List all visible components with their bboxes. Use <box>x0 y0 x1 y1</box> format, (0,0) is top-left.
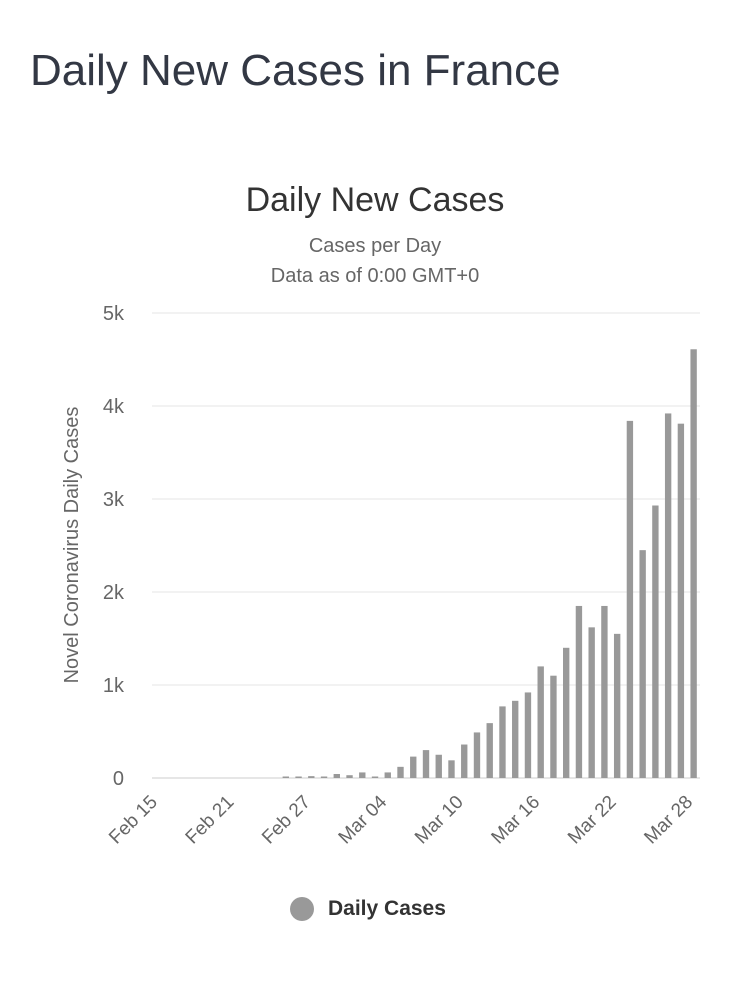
page-title: Daily New Cases in France <box>30 46 561 95</box>
x-tick-label: Mar 10 <box>411 792 468 849</box>
bar-mar-18[interactable] <box>563 647 570 778</box>
y-tick-label: 5k <box>103 303 125 325</box>
bar-mar-25[interactable] <box>652 505 659 778</box>
x-tick-label: Mar 28 <box>640 792 697 849</box>
bar-mar-20[interactable] <box>588 627 595 778</box>
y-tick-label: 4k <box>103 396 125 418</box>
bar-feb-27[interactable] <box>308 776 315 778</box>
bar-mar-26[interactable] <box>664 413 672 778</box>
bar-mar-27[interactable] <box>677 423 685 778</box>
chart-subtitle-line-1: Cases per Day <box>309 235 441 257</box>
bar-mar-12[interactable] <box>486 723 493 778</box>
y-axis-title: Novel Coronavirus Daily Cases <box>61 407 83 684</box>
bar-mar-17[interactable] <box>550 675 557 778</box>
x-tick-label: Mar 22 <box>564 792 621 849</box>
x-tick-label: Feb 27 <box>258 792 315 849</box>
bar-mar-10[interactable] <box>461 744 468 778</box>
bar-mar-09[interactable] <box>448 760 455 778</box>
bar-mar-13[interactable] <box>499 706 506 778</box>
chart-title: Daily New Cases <box>246 181 505 219</box>
x-tick-label: Mar 04 <box>335 791 392 848</box>
bar-mar-24[interactable] <box>639 550 646 778</box>
y-tick-label: 2k <box>103 582 125 604</box>
legend[interactable]: Daily Cases <box>290 897 446 921</box>
chart-subtitle-line-2: Data as of 0:00 GMT+0 <box>271 265 479 287</box>
bar-mar-02[interactable] <box>359 772 366 778</box>
x-tick-label: Feb 21 <box>182 792 239 849</box>
bar-mar-14[interactable] <box>512 700 519 778</box>
daily-cases-chart: Daily New Cases Cases per Day Data as of… <box>61 181 700 848</box>
bar-mar-23[interactable] <box>626 420 634 778</box>
bars <box>282 349 697 779</box>
bar-feb-28[interactable] <box>320 776 328 779</box>
bar-mar-03[interactable] <box>371 776 379 779</box>
bar-mar-28[interactable] <box>690 349 697 778</box>
x-axis-ticks: Feb 15 Feb 21 Feb 27 Mar 04 Mar 10 Mar 16 Mar … <box>105 791 697 848</box>
bar-feb-29[interactable] <box>333 774 340 778</box>
bar-mar-06[interactable] <box>410 756 417 778</box>
bar-mar-01[interactable] <box>346 775 353 778</box>
y-tick-label: 3k <box>103 489 125 511</box>
bar-mar-04[interactable] <box>384 772 391 778</box>
x-tick-label: Feb 15 <box>105 792 162 849</box>
bar-mar-07[interactable] <box>422 750 430 778</box>
bar-mar-16[interactable] <box>537 666 544 778</box>
legend-marker-daily-cases <box>290 897 314 921</box>
bar-feb-25[interactable] <box>282 776 289 779</box>
y-axis-ticks: 0 1k 2k 3k 4k 5k <box>103 303 125 790</box>
bar-mar-11[interactable] <box>473 732 481 778</box>
y-tick-label: 1k <box>103 675 125 697</box>
bar-mar-19[interactable] <box>575 605 583 778</box>
bar-feb-26[interactable] <box>295 776 302 779</box>
x-tick-label: Mar 16 <box>488 792 545 849</box>
legend-label-daily-cases: Daily Cases <box>328 897 446 920</box>
bar-mar-15[interactable] <box>524 692 532 778</box>
bar-mar-05[interactable] <box>397 766 404 778</box>
grid-lines <box>152 312 700 779</box>
bar-mar-21[interactable] <box>601 605 608 778</box>
bar-mar-08[interactable] <box>435 754 442 778</box>
bar-mar-22[interactable] <box>613 633 621 778</box>
y-tick-label: 0 <box>113 768 124 790</box>
